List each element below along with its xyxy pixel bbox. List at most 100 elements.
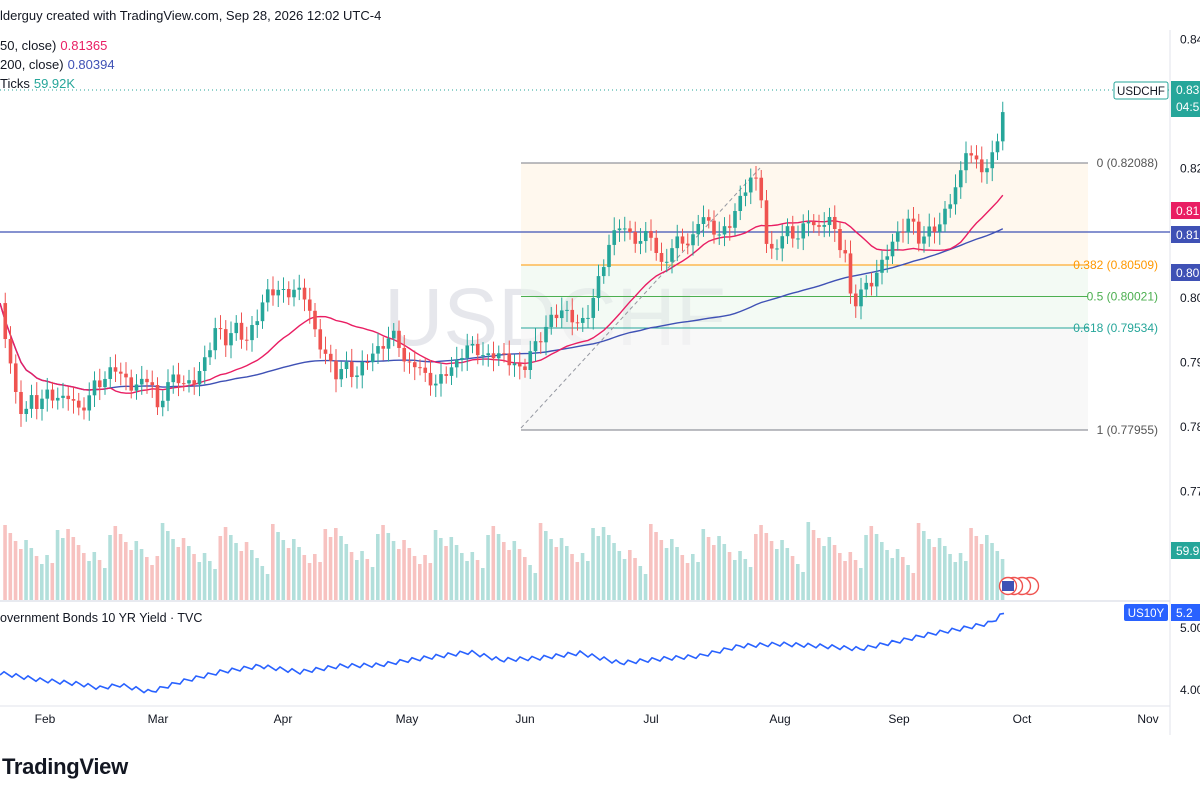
candle (155, 377, 160, 415)
volume-bar (250, 550, 254, 600)
candle-body (108, 367, 113, 379)
volume-bar (139, 549, 144, 600)
candle-body (61, 395, 65, 398)
candle-body (643, 231, 648, 242)
volume-bar (292, 539, 296, 600)
candle (559, 297, 564, 329)
volume-bar (155, 556, 160, 600)
volume-bar (302, 555, 307, 600)
volume-bar (654, 532, 658, 600)
volume-bar (964, 561, 968, 600)
candle (759, 169, 764, 209)
candle-body (785, 226, 790, 237)
candle (580, 307, 585, 332)
candle-body (234, 322, 239, 334)
candle-body (838, 229, 842, 251)
candle-body (580, 317, 585, 323)
candle (365, 354, 370, 370)
candle (50, 381, 55, 409)
volume-bar (979, 544, 984, 600)
candle-body (150, 382, 155, 386)
price-label-volume: 59.9 (1171, 542, 1200, 559)
candle (927, 213, 932, 247)
volume-bar (712, 545, 716, 600)
candle (103, 371, 107, 395)
volume-bar (890, 558, 895, 600)
candle (260, 294, 265, 329)
candle-body (139, 378, 144, 385)
candle-body (764, 200, 769, 244)
candle-body (166, 382, 170, 401)
price-label-box (1171, 542, 1200, 559)
volume-bar (565, 546, 569, 600)
candle-body (239, 322, 244, 340)
volume-bar (244, 542, 249, 600)
volume-bar (470, 552, 475, 600)
candle-body (155, 385, 160, 408)
volume-bar (538, 523, 543, 600)
volume-bar (932, 547, 937, 600)
volume-bar (344, 544, 349, 600)
candle-body (496, 353, 501, 359)
volume-bar (103, 568, 107, 600)
volume-bar (318, 562, 322, 600)
volume-bar (370, 567, 375, 600)
candle (139, 365, 144, 395)
candle-body (685, 243, 690, 246)
volume-bar (549, 539, 553, 600)
candle (948, 193, 953, 218)
us10y-value-box (1171, 604, 1200, 621)
candle-body (103, 378, 107, 388)
volume-bar (171, 539, 175, 600)
price-label-box (1171, 226, 1200, 243)
us10y-tag[interactable]: US10Y 5.2 (1124, 604, 1200, 621)
candle-body (465, 345, 470, 358)
volume-bar (864, 535, 868, 600)
legend-ma50-label: 50, close) (0, 38, 57, 53)
us-flag-events-icon[interactable] (998, 576, 1040, 596)
candle (313, 303, 317, 338)
volume-bar (113, 526, 118, 600)
y-tick-label: 0.77 (1180, 485, 1200, 499)
candle-body (418, 367, 422, 369)
price-label-text: 0.81 (1176, 228, 1200, 242)
candle-body (307, 299, 312, 311)
volume-bar (617, 551, 622, 600)
x-tick-label: Jul (643, 712, 658, 726)
candle (570, 298, 575, 336)
candle (517, 351, 522, 380)
volume-bar (785, 548, 790, 600)
candle-body (213, 328, 218, 351)
candle-body (607, 244, 611, 268)
candle-body (55, 397, 60, 401)
symbol-tag[interactable]: USDCHF (1113, 81, 1169, 100)
candle (118, 362, 123, 386)
candle (885, 244, 890, 273)
candle-body (1000, 112, 1005, 142)
candle-body (906, 218, 911, 233)
candle-body (40, 398, 44, 409)
volume-bar (780, 540, 784, 600)
volume-bar (166, 531, 170, 600)
candle-body (223, 329, 228, 346)
volume-bar (607, 535, 611, 600)
candle-body (281, 289, 286, 291)
candle (801, 214, 806, 251)
candle (528, 340, 533, 380)
candle-body (491, 353, 496, 359)
candle-body (544, 326, 548, 343)
price-label-box (1171, 202, 1200, 219)
candle (276, 280, 281, 307)
volume-bar (423, 555, 427, 600)
volume-bar (643, 574, 648, 600)
candle-body (649, 231, 653, 238)
candle-body (13, 363, 18, 392)
candle-body (66, 395, 71, 400)
volume-bar (937, 538, 942, 600)
volume-bar (449, 537, 454, 600)
volume-bar (76, 545, 81, 600)
volume-bar (428, 563, 433, 600)
volume-bar (465, 561, 469, 600)
candle (932, 217, 937, 244)
